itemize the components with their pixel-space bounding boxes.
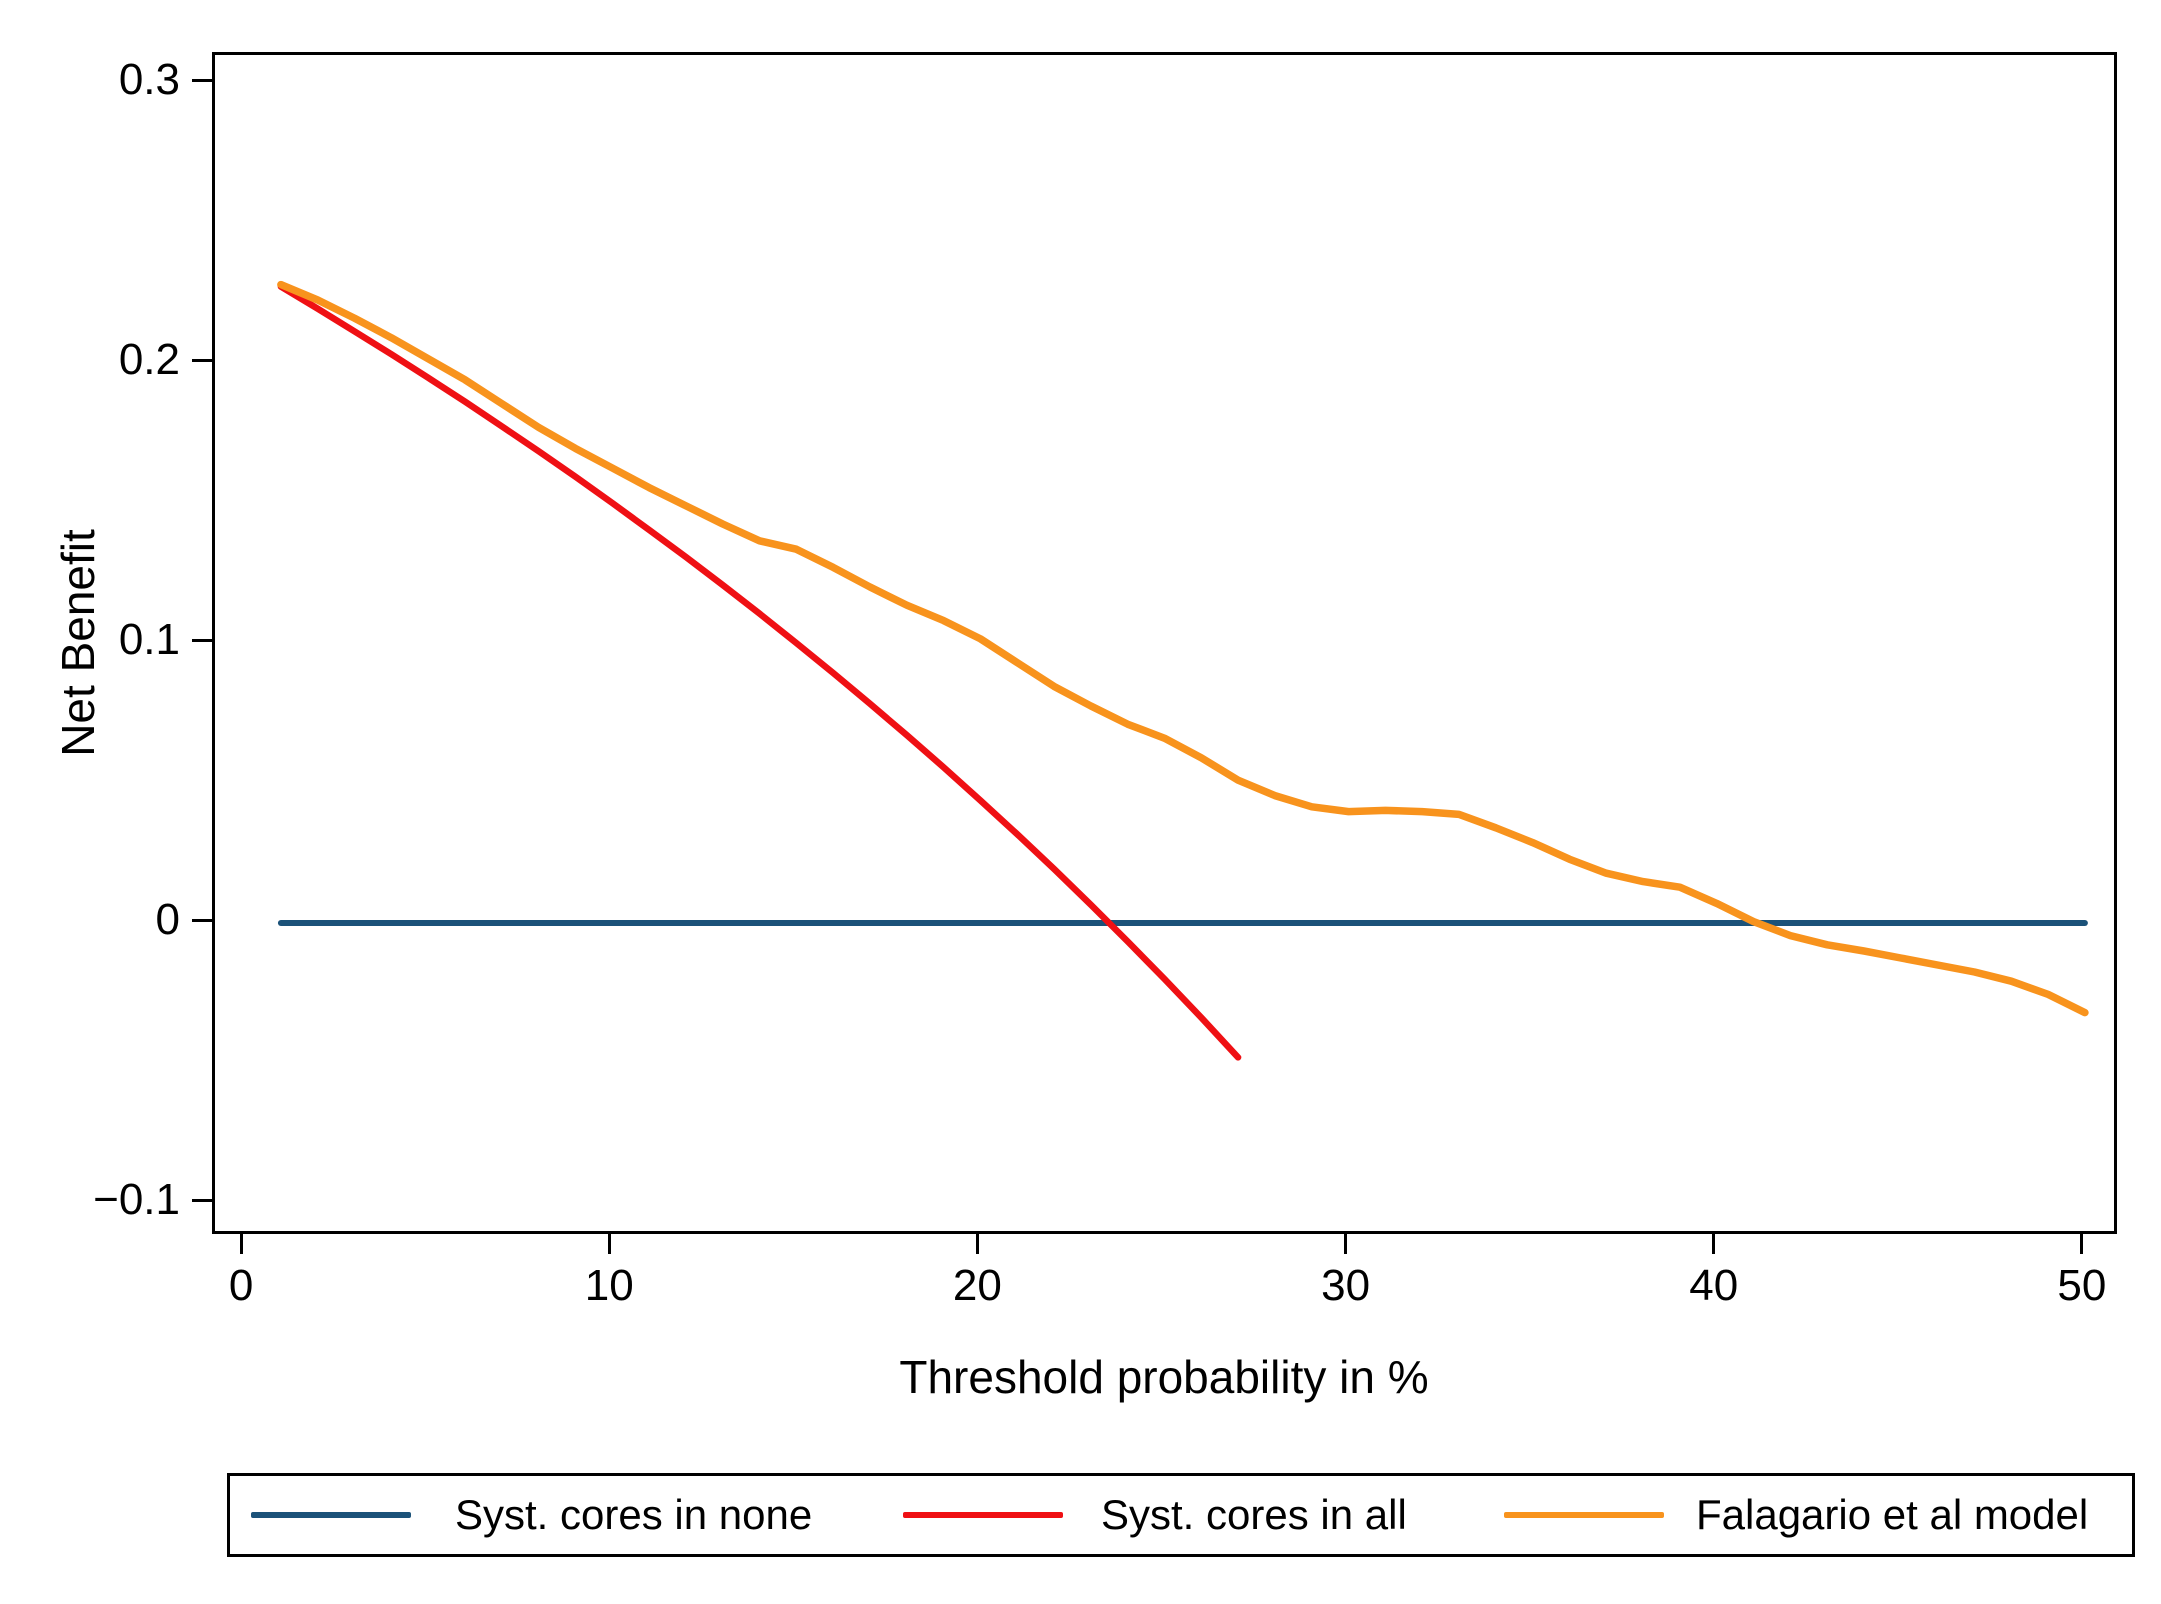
y-tick-label: 0.3 (118, 55, 180, 104)
legend-swatch-red (903, 1512, 1063, 1518)
y-tick-mark (192, 638, 212, 642)
x-tick-mark (607, 1234, 611, 1254)
x-tick-mark (239, 1234, 243, 1254)
x-tick-label: 30 (1321, 1261, 1371, 1310)
legend: Syst. cores in none Syst. cores in all F… (227, 1473, 2135, 1557)
x-tick-mark (975, 1234, 979, 1254)
y-tick-mark (192, 918, 212, 922)
x-tick-mark (1712, 1234, 1716, 1254)
legend-swatch-orange (1504, 1512, 1664, 1518)
y-tick-mark (192, 358, 212, 362)
series-line-falagario-et-al-model (277, 280, 2089, 1017)
x-tick-label: 20 (952, 1261, 1002, 1310)
x-tick-label: 0 (228, 1261, 254, 1310)
legend-label: Syst. cores in all (1101, 1491, 1407, 1538)
series-line-syst-cores-in-all (277, 283, 1242, 1061)
y-tick-mark (192, 1198, 212, 1202)
plot-canvas (277, 280, 2089, 1061)
x-axis-title: Threshold probability in % (899, 1351, 1429, 1403)
x-tick-label: 50 (2057, 1261, 2107, 1310)
y-tick-label: 0.2 (118, 335, 180, 384)
x-tick-label: 40 (1689, 1261, 1739, 1310)
y-tick-label: −0.1 (93, 1175, 180, 1224)
x-tick-mark (1344, 1234, 1348, 1254)
x-tick-label: 10 (584, 1261, 634, 1310)
legend-label: Falagario et al model (1696, 1491, 2089, 1538)
y-tick-mark (192, 78, 212, 82)
legend-swatch-navy (251, 1512, 411, 1518)
y-tick-label: 0 (155, 895, 180, 944)
y-tick-label: 0.1 (118, 615, 180, 664)
x-tick-mark (2080, 1234, 2084, 1254)
legend-label: Syst. cores in none (455, 1491, 813, 1538)
plot-area (212, 52, 2117, 1234)
